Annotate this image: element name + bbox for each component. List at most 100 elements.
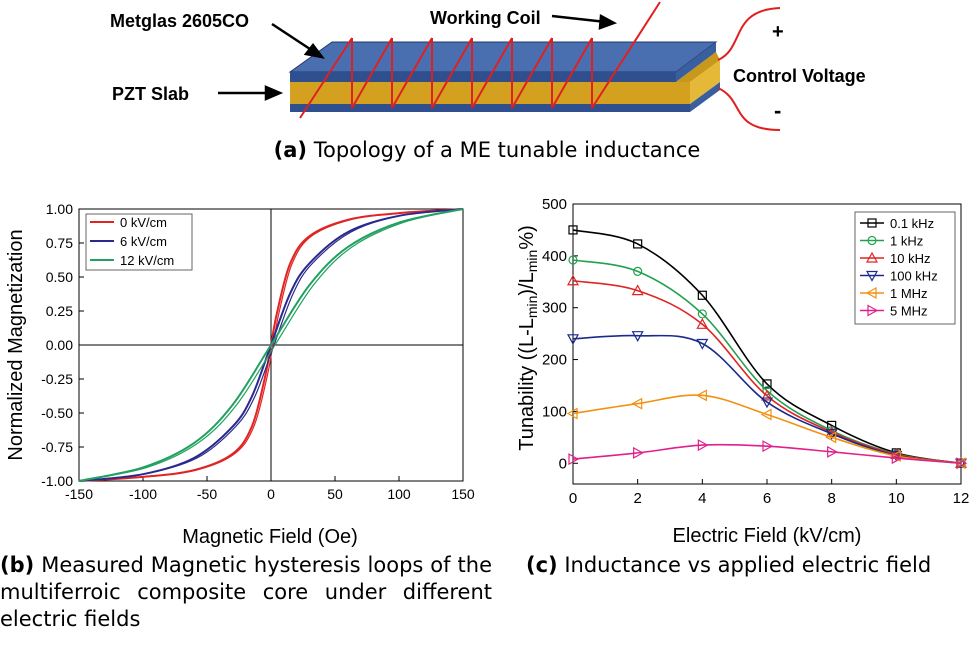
chart-b-xtick-label: 150 [451, 486, 475, 502]
chart-c-legend-marker [867, 235, 877, 246]
chart-b-ytick-label: 0.50 [46, 269, 73, 285]
caption-a-text: Topology of a ME tunable inductance [313, 138, 701, 162]
pzt-top-edge [676, 52, 720, 82]
chart-b-ytick-label: -0.50 [41, 405, 73, 421]
chart-c-point [568, 453, 580, 466]
chart-c-legend-label: 1 kHz [890, 234, 923, 249]
minus-label: - [774, 98, 781, 123]
metglas-side-face [676, 42, 716, 82]
chart-c-line-2 [572, 279, 962, 465]
chart-c-ytick-label: 100 [542, 403, 567, 420]
chart-c-xlabel: Electric Field (kV/cm) [673, 525, 862, 547]
chart-b-legend: 0 kV/cm 6 kV/cm 12 kV/cm [85, 213, 193, 271]
chart-c-legend-label: 100 kHz [890, 269, 938, 284]
chart-b-line-return-0 [78, 208, 464, 482]
caption-b-tag: (b) [0, 553, 35, 577]
chart-b-axes: -150 -100 -50 0 50 100 150 1.00 0.75 0.50 0.25 0.00… [41, 201, 475, 502]
chart-c-ylabel: Tunability ((L-Lmin)/Lmin%) [516, 225, 540, 451]
chart-b-ytick-label: 0.25 [46, 303, 73, 319]
label-arrows [218, 13, 618, 101]
pzt-front-face [290, 82, 690, 104]
chart-c-point [696, 389, 707, 402]
chart-c-legend-label: 0.1 kHz [890, 216, 934, 231]
caption-b-text-1: Measured Magnetic hysteresis loops of th… [41, 553, 492, 577]
chart-b-line-return-2 [78, 208, 464, 482]
chart-c-legend-label: 1 MHz [890, 286, 928, 301]
chart-c-point [891, 452, 903, 465]
chart-b-ytick-label: 0.00 [46, 337, 73, 353]
topology-diagram: Metglas 2605CO Working Coil PZT Slab Con… [110, 1, 866, 131]
chart-c-xtick-label: 6 [763, 490, 771, 507]
chart-c-point [633, 266, 643, 277]
chart-c-point [566, 334, 580, 346]
chart-b-ytick-label: -0.75 [41, 439, 73, 455]
chart-c-point [566, 407, 578, 420]
chart-c-point [827, 445, 838, 458]
hysteresis-chart: -150 -100 -50 0 50 100 150 1.00 0.75 0.50 0.25 0.00… [5, 201, 475, 548]
chart-c-xtick-label: 12 [953, 490, 970, 507]
chart-c-point [956, 457, 968, 470]
chart-c-point [760, 397, 774, 409]
chart-c-point [760, 389, 774, 401]
chart-c-xtick-label: 10 [888, 490, 905, 507]
chart-c-point [633, 239, 643, 249]
chart-c-point [825, 429, 838, 440]
pzt-side-face [690, 60, 720, 104]
chart-c-point [631, 331, 644, 342]
chart-c-ytick-label: 300 [542, 300, 567, 317]
caption-c-text: Inductance vs applied electric field [564, 553, 932, 577]
chart-c-ytick-label: 500 [542, 196, 567, 213]
caption-b: (b) Measured Magnetic hysteresis loops o… [0, 552, 492, 633]
working-coil [299, 1, 661, 119]
metglas-bottom-side [690, 82, 720, 112]
chart-b-xtick-label: -150 [65, 486, 93, 502]
pzt-label: PZT Slab [112, 84, 189, 104]
metglas-top-face [288, 41, 718, 73]
chart-b-xtick-label: 0 [267, 486, 275, 502]
chart-c-legend-box [854, 211, 956, 325]
chart-c-point [825, 425, 838, 437]
chart-c-xtick-label: 4 [698, 490, 706, 507]
chart-c-point [825, 431, 837, 444]
chart-c-xtick-label: 8 [827, 490, 835, 507]
chart-c-point [762, 379, 772, 389]
chart-b-ytick-label: 0.75 [46, 235, 73, 251]
chart-b-ytick-label: -1.00 [41, 473, 73, 489]
chart-c-line-4 [572, 394, 962, 465]
chart-b-ytick-label: 1.00 [46, 201, 73, 217]
chart-c-point [762, 440, 774, 453]
chart-b-line-2 [78, 208, 464, 482]
caption-a: (a) Topology of a ME tunable inductance [0, 137, 974, 164]
chart-c-ytick-label: 400 [542, 248, 567, 265]
chart-b-xtick-label: -100 [129, 486, 157, 502]
chart-c-point [696, 338, 709, 350]
chart-c-point [631, 284, 644, 296]
caption-b-text-3: electric fields [0, 607, 141, 631]
chart-b-legend-label: 12 kV/cm [120, 253, 174, 268]
chart-b-line-return-1 [78, 208, 464, 482]
plus-label: + [772, 21, 784, 43]
chart-c-point [631, 397, 643, 410]
chart-b-legend-label: 6 kV/cm [120, 234, 167, 249]
caption-b-text-2: multiferroic composite core under differ… [0, 580, 492, 604]
caption-a-tag: (a) [273, 138, 308, 162]
chart-c-legend-marker [867, 218, 877, 228]
control-voltage-label: Control Voltage [733, 66, 866, 86]
chart-c-series [566, 225, 968, 470]
tunability-chart: 0 2 4 6 8 10 12 500 400 300 200 100 0 0.1 kHz 1 kHz 10… [516, 196, 970, 547]
chart-c-legend: 0.1 kHz 1 kHz 10 kHz 100 kHz 1 MHz 5 MHz [854, 211, 956, 325]
chart-c-point [697, 309, 707, 319]
chart-b-xtick-label: -50 [197, 486, 217, 502]
chart-c-legend-marker [865, 286, 877, 300]
chart-c-legend-marker [865, 251, 879, 263]
chart-c-point [568, 255, 578, 265]
chart-c-point [697, 439, 709, 452]
chart-c-point [762, 386, 772, 396]
chart-c-legend-marker [867, 304, 879, 317]
chart-b-ytick-label: -0.25 [41, 371, 73, 387]
chart-c-ytick-label: 200 [542, 352, 567, 369]
chart-c-line-5 [572, 443, 962, 465]
chart-c-point [568, 225, 578, 235]
chart-c-point [696, 318, 709, 329]
chart-b-xlabel: Magnetic Field (Oe) [182, 526, 358, 548]
